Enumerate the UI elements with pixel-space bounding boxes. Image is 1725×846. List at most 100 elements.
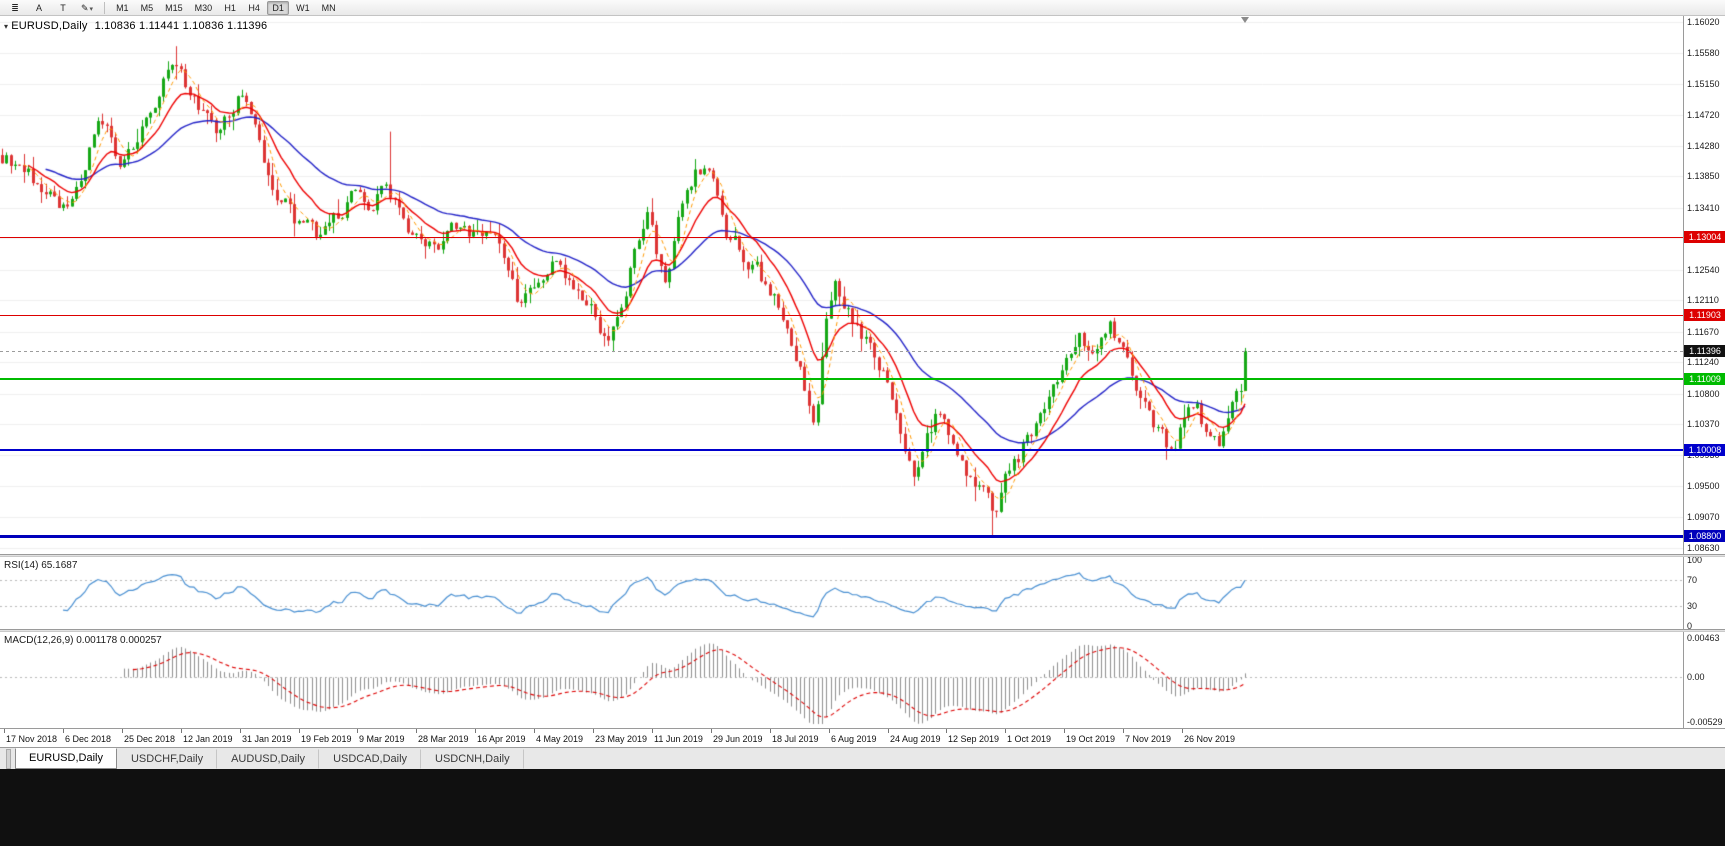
level-price-tag: 1.10008: [1684, 444, 1725, 456]
chart-tab-audusd-daily[interactable]: AUDUSD,Daily: [217, 749, 320, 769]
price-tick-label: 1.15580: [1687, 48, 1720, 59]
symbol-name: EURUSD,Daily: [11, 20, 88, 32]
time-tick-label: 12 Jan 2019: [183, 734, 233, 744]
toolbar-separator: [104, 1, 106, 14]
timeframe-buttons-group: M1 M5 M15 M30 H1 H4 D1 W1 MN: [111, 0, 341, 15]
timeframe-button-mn[interactable]: MN: [321, 2, 336, 13]
macd-indicator-label: MACD(12,26,9) 0.001178 0.000257: [4, 635, 162, 646]
ohlc-values: 1.10836 1.11441 1.10836 1.11396: [94, 20, 268, 32]
timeframe-button-m1[interactable]: M1: [116, 2, 129, 13]
time-axis[interactable]: 17 Nov 2018 6 Dec 2018 25 Dec 2018 12 Jan 2…: [0, 728, 1725, 747]
indicators-list-button[interactable]: ≣: [11, 2, 19, 13]
time-tick: [888, 729, 889, 733]
macd-tick-label: 0.00: [1687, 672, 1705, 683]
price-chart-canvas[interactable]: [0, 16, 1683, 554]
time-tick: [534, 729, 535, 733]
pane-splitter[interactable]: [0, 629, 1725, 632]
time-tick-label: 26 Nov 2019: [1184, 734, 1236, 744]
macd-tick-label: 0.00463: [1687, 633, 1720, 643]
rsi-tick-label: 30: [1687, 601, 1698, 612]
chart-tab-eurusd-daily[interactable]: EURUSD,Daily: [15, 748, 117, 769]
timeframe-button-m5[interactable]: M5: [140, 2, 154, 13]
rsi-chart-canvas[interactable]: [0, 557, 1683, 629]
timeframe-button-d1[interactable]: D1: [267, 0, 290, 15]
bid-price-line: [0, 351, 1683, 352]
tab-scroll-grip[interactable]: [6, 749, 11, 769]
chart-tab-usdchf-daily[interactable]: USDCHF,Daily: [117, 749, 218, 769]
time-tick: [946, 729, 947, 733]
time-tick-label: 23 May 2019: [595, 734, 648, 744]
price-tick-label: 1.10800: [1687, 388, 1720, 399]
macd-axis[interactable]: 0.00463 0.00 -0.00529: [1683, 632, 1725, 728]
horizontal-level-line[interactable]: [0, 535, 1683, 538]
level-price-tag: 1.08800: [1684, 530, 1725, 542]
price-tick-label: 1.15150: [1687, 78, 1720, 89]
horizontal-level-line[interactable]: [0, 237, 1683, 238]
time-tick-label: 12 Sep 2019: [948, 734, 1000, 744]
timeframe-button-h1[interactable]: H1: [224, 2, 236, 13]
text-annotation-button[interactable]: A: [35, 2, 42, 13]
symbol-ohlc-label: ▾ EURUSD,Daily 1.10836 1.11441 1.10836 1.1…: [4, 20, 267, 32]
price-tick-label: 1.10370: [1687, 419, 1720, 430]
price-tick-label: 1.14280: [1687, 140, 1720, 151]
time-tick: [63, 729, 64, 733]
time-tick: [1123, 729, 1124, 733]
timeframe-button-m15[interactable]: M15: [165, 2, 183, 13]
price-tick-label: 1.13850: [1687, 171, 1720, 182]
collapse-arrow-icon[interactable]: ▾: [4, 22, 9, 31]
time-tick-label: 19 Feb 2019: [301, 734, 352, 744]
bottom-dark-area: [0, 769, 1725, 846]
drawing-tools-button[interactable]: ✎▾: [81, 2, 94, 13]
time-tick-label: 7 Nov 2019: [1125, 734, 1172, 744]
time-tick-label: 6 Dec 2018: [65, 734, 112, 744]
time-tick: [475, 729, 476, 733]
time-tick-label: 16 Apr 2019: [477, 734, 526, 744]
price-tick-label: 1.12110: [1687, 295, 1719, 306]
time-tick: [299, 729, 300, 733]
timeframe-button-m30[interactable]: M30: [194, 2, 213, 13]
rsi-indicator-label: RSI(14) 65.1687: [4, 560, 78, 571]
time-tick-label: 11 Jun 2019: [654, 734, 703, 744]
current-price-tag: 1.11396: [1684, 345, 1725, 357]
price-tick-label: 1.11240: [1687, 357, 1719, 368]
pane-splitter[interactable]: [0, 554, 1725, 557]
time-tick: [1005, 729, 1006, 733]
macd-tick-label: -0.00529: [1687, 717, 1723, 727]
horizontal-level-line[interactable]: [0, 378, 1683, 380]
price-pane: ▾ EURUSD,Daily 1.10836 1.11441 1.10836 1.1…: [0, 16, 1725, 554]
chart-tab-usdcad-daily[interactable]: USDCAD,Daily: [319, 749, 422, 769]
horizontal-level-line[interactable]: [0, 449, 1683, 451]
horizontal-level-line[interactable]: [0, 315, 1683, 316]
level-price-tag: 1.11009: [1684, 373, 1725, 385]
time-tick: [770, 729, 771, 733]
time-tick: [122, 729, 123, 733]
price-tick-label: 1.12540: [1687, 264, 1720, 275]
rsi-tick-label: 100: [1687, 557, 1703, 565]
price-tick-label: 1.08630: [1687, 543, 1720, 553]
time-tick: [240, 729, 241, 733]
price-tick-label: 1.09500: [1687, 481, 1720, 492]
time-tick-label: 4 May 2019: [536, 734, 584, 744]
dropdown-caret-icon: ▾: [89, 5, 94, 13]
time-tick: [1064, 729, 1065, 733]
macd-chart-canvas[interactable]: [0, 632, 1683, 728]
time-tick: [416, 729, 417, 733]
rsi-axis[interactable]: 100 70 30 0: [1683, 557, 1725, 629]
rsi-pane: RSI(14) 65.1687 100 70 30 0: [0, 557, 1725, 629]
time-tick-label: 25 Dec 2018: [124, 734, 176, 744]
timeframe-button-h4[interactable]: H4: [248, 2, 260, 13]
timeframe-button-w1[interactable]: W1: [296, 2, 310, 13]
chart-tab-usdcnh-daily[interactable]: USDCNH,Daily: [421, 749, 524, 769]
time-tick: [829, 729, 830, 733]
toolbar-tools-group: ≣ A T ✎▾: [4, 1, 98, 15]
level-price-tag: 1.11903: [1684, 309, 1725, 321]
level-price-tag: 1.13004: [1684, 231, 1725, 243]
rsi-tick-label: 0: [1687, 621, 1693, 629]
time-tick: [357, 729, 358, 733]
time-tick-label: 18 Jul 2019: [772, 734, 819, 744]
chart-tabs-bar: EURUSD,Daily USDCHF,Daily AUDUSD,Daily USDC…: [0, 747, 1725, 769]
chart-shift-marker[interactable]: [1241, 17, 1249, 23]
price-axis[interactable]: 1.16020 1.15580 1.15150 1.14720 1.14280 1.138…: [1683, 16, 1725, 554]
price-tick-label: 1.16020: [1687, 17, 1720, 27]
text-box-button[interactable]: T: [60, 2, 66, 13]
